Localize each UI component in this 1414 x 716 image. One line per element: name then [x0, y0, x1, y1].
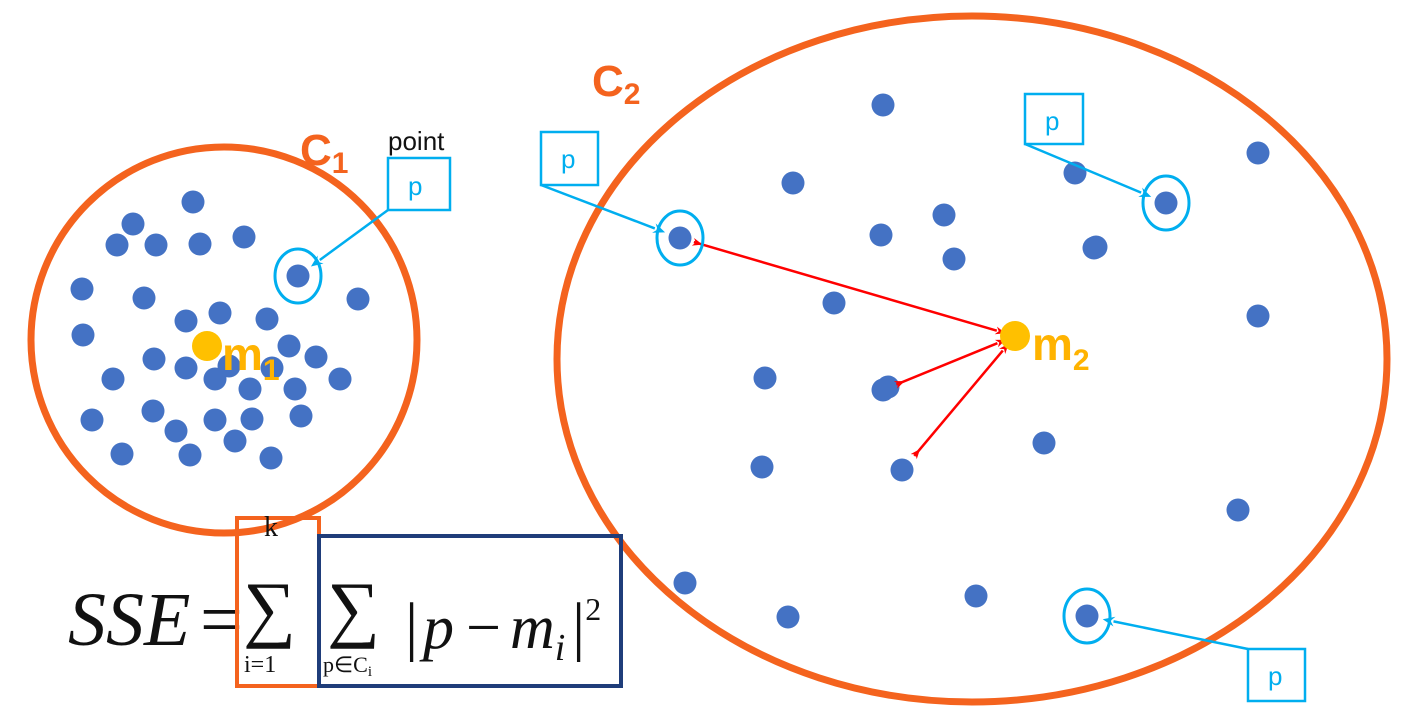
svg-text:C1: C1: [300, 126, 348, 180]
svg-text:|2: |2: [572, 590, 601, 663]
svg-text:p: p: [1268, 661, 1282, 691]
svg-text:m1: m1: [222, 328, 280, 387]
svg-text:m2: m2: [1032, 318, 1090, 377]
svg-text:i=1: i=1: [244, 652, 276, 678]
svg-text:p: p: [408, 171, 422, 201]
svg-text:|: |: [405, 590, 418, 663]
svg-text:point: point: [388, 126, 445, 156]
svg-text:∑: ∑: [327, 568, 380, 650]
svg-text:SSE: SSE: [68, 578, 190, 662]
svg-text:∑: ∑: [243, 568, 296, 650]
svg-text:p: p: [561, 144, 575, 174]
svg-text:p∈Ci: p∈Ci: [323, 652, 372, 680]
svg-text:k: k: [264, 512, 278, 543]
svg-text:−: −: [466, 594, 501, 662]
svg-text:mi: mi: [510, 594, 565, 669]
svg-text:p: p: [419, 594, 454, 662]
svg-text:C2: C2: [592, 57, 640, 111]
svg-text:p: p: [1045, 106, 1059, 136]
